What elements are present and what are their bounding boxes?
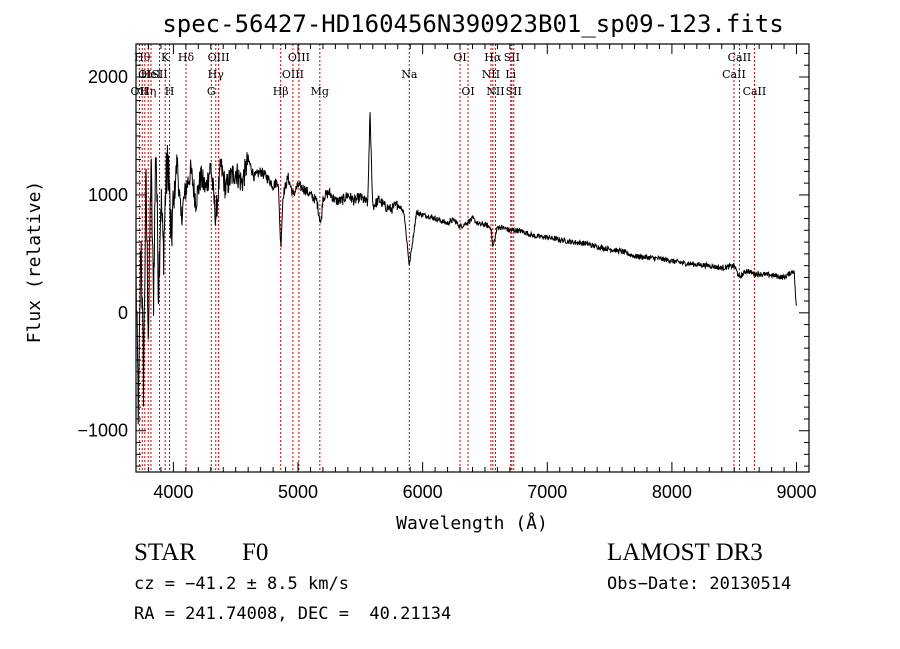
line-label: SII xyxy=(506,85,522,98)
line-label: OIII xyxy=(208,51,230,64)
spectrum-series xyxy=(135,112,797,425)
obs-date-text: Obs−Date: 20130514 xyxy=(607,574,792,594)
line-label: Hβ xyxy=(273,85,289,98)
line-label: Hδ xyxy=(178,51,195,64)
line-label: Li xyxy=(505,68,516,81)
coordinates-text: RA = 241.74008, DEC = 40.21134 xyxy=(134,604,452,624)
chart-title: spec-56427-HD160456N390923B01_sp09-123.f… xyxy=(162,10,783,38)
x-tick-label: 9000 xyxy=(777,482,817,502)
line-label: OII xyxy=(131,85,149,98)
emission-line-markers: OIIHθOIHηHeISIIKHHδGHγOIIIHβOIIIOIIIMgNa… xyxy=(131,44,767,472)
line-label: HeI xyxy=(141,68,161,81)
y-tick-label: −1000 xyxy=(77,421,128,441)
line-label: OI xyxy=(453,51,466,64)
spectrum-line xyxy=(135,112,797,425)
line-label: OI xyxy=(461,85,474,98)
object-class: STAR xyxy=(134,539,196,566)
x-tick-label: 5000 xyxy=(278,482,318,502)
line-label: SII xyxy=(504,51,520,64)
line-label: Hα xyxy=(484,51,502,64)
line-label: Hγ xyxy=(208,68,225,81)
line-label: OIII xyxy=(282,68,304,81)
line-label: OIII xyxy=(288,51,310,64)
x-tick-label: 6000 xyxy=(403,482,443,502)
plot-frame xyxy=(135,43,810,473)
object-subclass: F0 xyxy=(242,539,269,566)
x-axis: 4000 5000 6000 7000 8000 9000 xyxy=(135,44,817,502)
line-label: CaII xyxy=(743,85,767,98)
survey-name: LAMOST DR3 xyxy=(607,539,763,566)
line-label: NII xyxy=(486,85,504,98)
x-axis-label: Wavelength (Å) xyxy=(396,512,548,534)
line-label: CaII xyxy=(728,51,752,64)
line-label: SII xyxy=(151,68,167,81)
line-label: CaII xyxy=(722,68,746,81)
y-axis: −1000 0 1000 2000 xyxy=(77,52,809,467)
x-tick-label: 7000 xyxy=(527,482,567,502)
x-tick-label: 4000 xyxy=(153,482,193,502)
x-tick-label: 8000 xyxy=(652,482,692,502)
line-label: Hη xyxy=(140,85,156,98)
line-label: Hθ xyxy=(134,51,151,64)
line-label: K xyxy=(161,51,170,64)
y-tick-label: 2000 xyxy=(88,67,128,87)
y-tick-label: 0 xyxy=(118,303,128,323)
y-tick-label: 1000 xyxy=(88,185,128,205)
redshift-text: cz = −41.2 ± 8.5 km/s xyxy=(134,574,349,594)
line-label: NII xyxy=(482,68,500,81)
line-label: H xyxy=(165,85,175,98)
line-label: Na xyxy=(401,68,418,81)
line-label: Mg xyxy=(311,85,329,98)
line-label: G xyxy=(207,85,216,98)
y-axis-label: Flux (relative) xyxy=(24,181,45,344)
